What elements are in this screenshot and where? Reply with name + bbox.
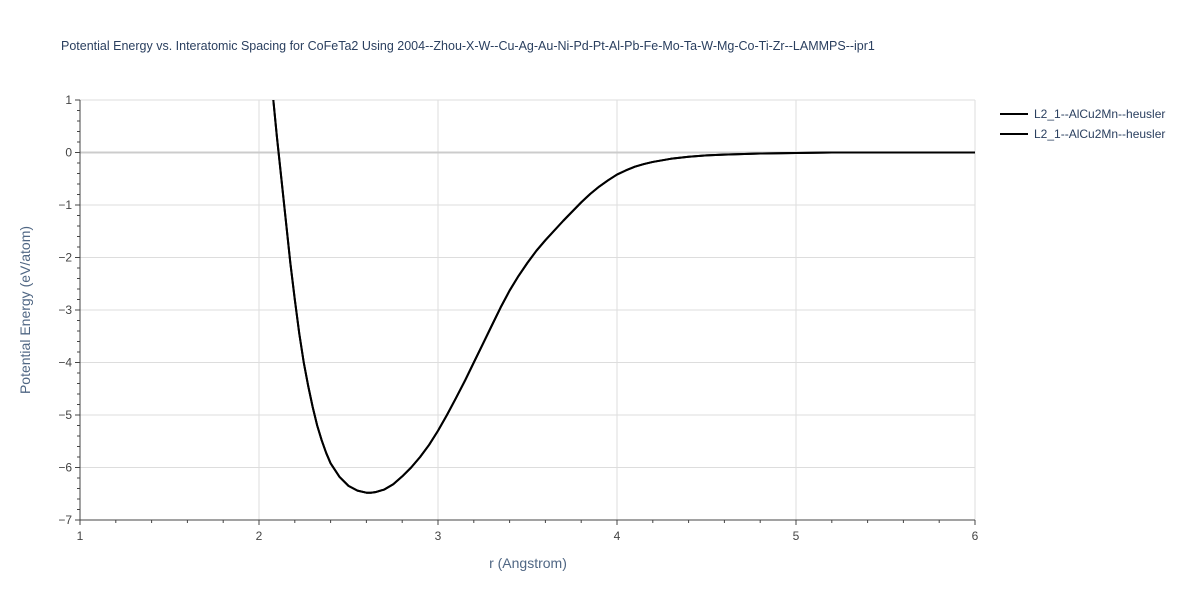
legend[interactable]: L2_1--AlCu2Mn--heusler L2_1--AlCu2Mn--heu… (1000, 107, 1165, 141)
x-tick-labels: 1 2 3 4 5 6 (77, 529, 979, 543)
y-tick-label: −3 (58, 303, 72, 317)
y-tick-label: −5 (58, 408, 72, 422)
series-line-1[interactable] (272, 100, 975, 494)
minor-ticks (75, 99, 976, 525)
y-tick-labels: 1 0 −1 −2 −3 −4 −5 −6 −7 (58, 93, 72, 527)
x-tick-label: 6 (972, 529, 979, 543)
legend-label: L2_1--AlCu2Mn--heusler (1034, 127, 1165, 141)
axes (79, 100, 975, 521)
y-tick-label: −4 (58, 356, 72, 370)
y-tick-label: −2 (58, 251, 72, 265)
y-tick-label: 0 (65, 146, 72, 160)
grid-lines (80, 99, 976, 520)
legend-item[interactable]: L2_1--AlCu2Mn--heusler (1000, 107, 1165, 121)
y-tick-label: −1 (58, 198, 72, 212)
y-axis-title: Potential Energy (eV/atom) (17, 226, 33, 394)
x-tick-label: 2 (256, 529, 263, 543)
chart-title: Potential Energy vs. Interatomic Spacing… (61, 39, 875, 53)
x-tick-label: 1 (77, 529, 84, 543)
series-line-2[interactable] (272, 100, 975, 494)
x-tick-label: 4 (614, 529, 621, 543)
y-tick-label: −6 (58, 461, 72, 475)
x-tick-label: 5 (793, 529, 800, 543)
series-layer (272, 100, 975, 494)
legend-label: L2_1--AlCu2Mn--heusler (1034, 107, 1165, 121)
x-tick-label: 3 (435, 529, 442, 543)
y-tick-label: 1 (65, 93, 72, 107)
x-axis-title: r (Angstrom) (489, 555, 567, 571)
y-tick-label: −7 (58, 513, 72, 527)
legend-item[interactable]: L2_1--AlCu2Mn--heusler (1000, 127, 1165, 141)
